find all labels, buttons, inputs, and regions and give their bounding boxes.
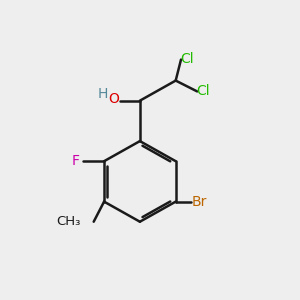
Text: O: O [109, 92, 120, 106]
Text: Cl: Cl [196, 84, 209, 98]
Text: H: H [97, 87, 108, 101]
Text: F: F [71, 154, 80, 168]
Text: CH₃: CH₃ [56, 215, 80, 228]
Text: Cl: Cl [180, 52, 194, 66]
Text: Br: Br [192, 195, 207, 208]
